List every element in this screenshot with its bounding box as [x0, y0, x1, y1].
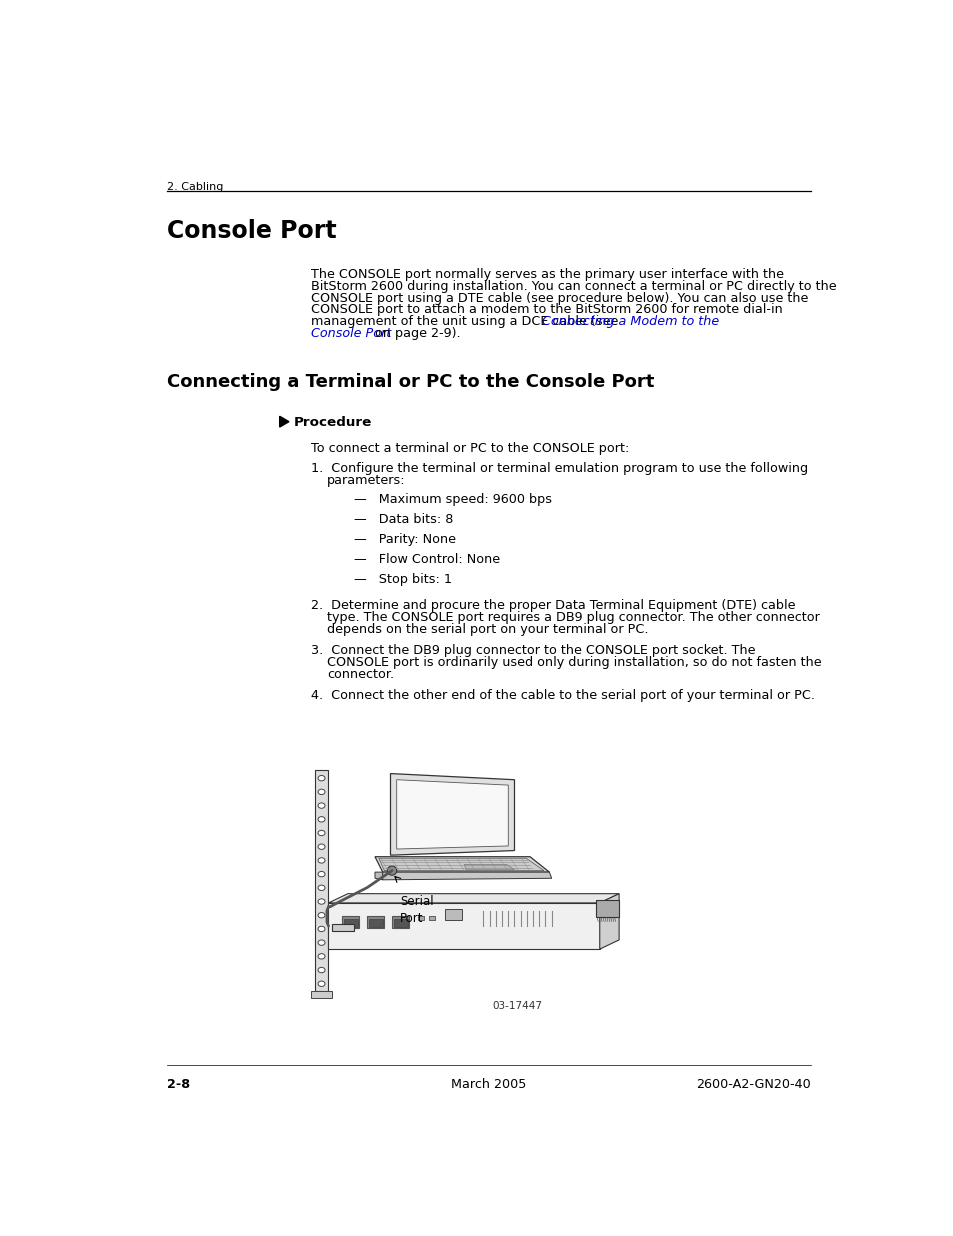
FancyBboxPatch shape: [596, 900, 618, 917]
Text: on page 2-9).: on page 2-9).: [371, 328, 460, 340]
Polygon shape: [279, 417, 289, 428]
Polygon shape: [396, 780, 508, 849]
Text: Serial
Port: Serial Port: [399, 895, 433, 926]
Text: 2600-A2-GN20-40: 2600-A2-GN20-40: [695, 1078, 810, 1090]
Ellipse shape: [317, 844, 325, 849]
Text: 2.  Determine and procure the proper Data Terminal Equipment (DTE) cable: 2. Determine and procure the proper Data…: [311, 598, 795, 612]
Ellipse shape: [317, 912, 325, 918]
FancyBboxPatch shape: [332, 923, 354, 932]
FancyBboxPatch shape: [344, 920, 357, 927]
Polygon shape: [464, 864, 514, 870]
Circle shape: [387, 866, 396, 875]
Text: Connecting a Modem to the: Connecting a Modem to the: [542, 315, 719, 329]
Polygon shape: [375, 857, 549, 873]
Text: —   Parity: None: — Parity: None: [354, 533, 456, 545]
Text: 1.  Configure the terminal or terminal emulation program to use the following: 1. Configure the terminal or terminal em…: [311, 462, 808, 476]
Ellipse shape: [317, 790, 325, 795]
FancyBboxPatch shape: [444, 910, 461, 920]
FancyBboxPatch shape: [394, 920, 407, 927]
Bar: [328, 904, 599, 949]
Text: —   Flow Control: None: — Flow Control: None: [354, 552, 499, 566]
Ellipse shape: [317, 831, 325, 836]
Ellipse shape: [317, 926, 325, 932]
Text: Console Port: Console Port: [311, 328, 392, 340]
Ellipse shape: [317, 858, 325, 863]
Ellipse shape: [317, 968, 325, 973]
Bar: [314, 770, 328, 991]
Text: connector.: connector.: [327, 667, 394, 681]
Bar: [417, 916, 423, 920]
Text: 3.  Connect the DB9 plug connector to the CONSOLE port socket. The: 3. Connect the DB9 plug connector to the…: [311, 644, 755, 656]
Text: The CONSOLE port normally serves as the primary user interface with the: The CONSOLE port normally serves as the …: [311, 268, 783, 281]
FancyBboxPatch shape: [392, 916, 409, 928]
Text: Connecting a Terminal or PC to the Console Port: Connecting a Terminal or PC to the Conso…: [167, 373, 654, 391]
FancyBboxPatch shape: [342, 916, 359, 928]
Polygon shape: [328, 894, 618, 904]
Text: —   Stop bits: 1: — Stop bits: 1: [354, 572, 452, 586]
Text: CONSOLE port using a DTE cable (see procedure below). You can also use the: CONSOLE port using a DTE cable (see proc…: [311, 292, 808, 304]
Text: 4.  Connect the other end of the cable to the serial port of your terminal or PC: 4. Connect the other end of the cable to…: [311, 688, 815, 702]
Bar: [429, 916, 435, 920]
Ellipse shape: [317, 871, 325, 876]
Ellipse shape: [317, 899, 325, 905]
FancyBboxPatch shape: [369, 920, 382, 927]
Polygon shape: [599, 894, 618, 949]
Text: CONSOLE port is ordinarily used only during installation, so do not fasten the: CONSOLE port is ordinarily used only dur…: [327, 656, 821, 669]
Text: 2-8: 2-8: [167, 1078, 191, 1090]
Ellipse shape: [317, 775, 325, 781]
Ellipse shape: [317, 981, 325, 986]
Text: —   Data bits: 8: — Data bits: 8: [354, 513, 453, 525]
Ellipse shape: [317, 803, 325, 808]
Text: depends on the serial port on your terminal or PC.: depends on the serial port on your termi…: [327, 623, 648, 635]
FancyBboxPatch shape: [311, 991, 332, 997]
Text: Procedure: Procedure: [294, 417, 372, 429]
FancyBboxPatch shape: [367, 916, 384, 928]
Text: —   Maximum speed: 9600 bps: — Maximum speed: 9600 bps: [354, 492, 552, 506]
Polygon shape: [378, 858, 543, 870]
Ellipse shape: [317, 885, 325, 890]
Ellipse shape: [317, 954, 325, 959]
Polygon shape: [375, 873, 382, 880]
Text: To connect a terminal or PC to the CONSOLE port:: To connect a terminal or PC to the CONSO…: [311, 442, 629, 455]
Text: BitStorm 2600 during installation. You can connect a terminal or PC directly to : BitStorm 2600 during installation. You c…: [311, 279, 836, 293]
Text: CONSOLE port to attach a modem to the BitStorm 2600 for remote dial-in: CONSOLE port to attach a modem to the Bi…: [311, 304, 782, 316]
Text: 2. Cabling: 2. Cabling: [167, 182, 223, 193]
Text: parameters:: parameters:: [327, 475, 405, 487]
Text: Console Port: Console Port: [167, 219, 336, 243]
Text: 03-17447: 03-17447: [492, 1001, 542, 1011]
Text: type. The CONSOLE port requires a DB9 plug connector. The other connector: type. The CONSOLE port requires a DB9 pl…: [327, 611, 819, 624]
Text: March 2005: March 2005: [451, 1078, 526, 1090]
Polygon shape: [382, 873, 551, 880]
Ellipse shape: [317, 939, 325, 946]
Ellipse shape: [317, 817, 325, 822]
Polygon shape: [390, 774, 514, 855]
Text: management of the unit using a DCE cable (see: management of the unit using a DCE cable…: [311, 315, 622, 329]
